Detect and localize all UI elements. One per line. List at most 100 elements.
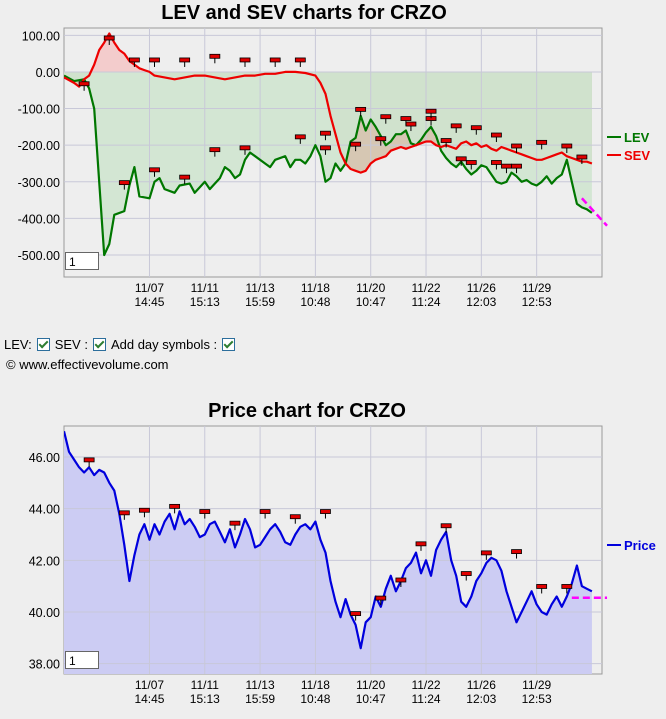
lev-sev-x-tick-date: 11/13 [246, 281, 275, 295]
price-x-tick-date: 11/18 [301, 678, 330, 692]
price-y-tick-label: 42.00 [29, 554, 60, 568]
series-toggle-row: LEV: SEV : Add day symbols : [4, 337, 237, 352]
lev-sev-x-tick-date: 11/22 [411, 281, 440, 295]
price-x-tick-time: 15:13 [190, 692, 220, 706]
lev-sev-y-tick-label: -500.00 [18, 249, 60, 263]
lev-sev-x-tick-time: 11:24 [411, 295, 440, 309]
sev-day-marker [511, 143, 522, 149]
price-legend-label: Price [624, 538, 656, 553]
lev-sev-y-tick-label: -200.00 [18, 139, 60, 153]
bottom-chart-page-input[interactable]: 1 [65, 651, 99, 669]
sev-day-marker [320, 130, 331, 136]
sev-day-marker [239, 57, 251, 63]
lev-sev-x-tick-time: 10:48 [300, 295, 330, 309]
lev-sev-x-tick-time: 14:45 [134, 295, 164, 309]
price-day-marker [320, 509, 331, 514]
lev-sev-y-tick-label: -400.00 [18, 212, 60, 226]
lev-sev-x-tick-time: 15:59 [245, 295, 275, 309]
sev-day-marker [450, 123, 462, 129]
lev-sev-x-tick-time: 12:03 [466, 295, 496, 309]
lev-checkbox[interactable] [36, 338, 50, 351]
day-symbols-label: Add day symbols : [110, 337, 218, 352]
lev-day-marker [455, 156, 467, 162]
price-day-marker [118, 510, 130, 516]
lev-sev-plot-group [64, 28, 602, 277]
price-day-marker [199, 509, 211, 514]
lev-legend-label: LEV [624, 130, 650, 145]
sev-legend-label: SEV [624, 148, 650, 163]
price-day-marker [169, 503, 181, 509]
lev-day-marker [405, 121, 417, 127]
day-symbols-checkbox[interactable] [222, 338, 236, 351]
price-chart-title: Price chart for CRZO [208, 400, 406, 422]
lev-day-marker [294, 134, 306, 140]
sev-day-marker [536, 139, 548, 145]
lev-line [64, 74, 593, 257]
price-day-marker [460, 571, 472, 576]
sev-toggle-label: SEV : [54, 337, 88, 352]
lev-sev-y-tick-label: -100.00 [18, 103, 60, 117]
lev-day-marker [320, 145, 331, 151]
price-x-tick-time: 12:03 [466, 692, 496, 706]
price-day-marker [83, 457, 95, 463]
price-x-tick-date: 11/11 [191, 678, 220, 692]
price-line [64, 430, 593, 650]
price-day-marker [350, 611, 362, 616]
price-x-tick-date: 11/22 [411, 678, 440, 692]
lev-day-marker [491, 160, 502, 165]
lev-day-marker [118, 180, 130, 186]
price-x-tick-time: 14:45 [134, 692, 164, 706]
price-x-tick-date: 11/07 [135, 678, 164, 692]
lev-day-marker [440, 138, 452, 143]
sev-day-marker [128, 57, 140, 63]
price-day-marker [511, 549, 522, 554]
lev-sev-x-tick-date: 11/29 [522, 281, 551, 295]
price-y-tick-label: 38.00 [29, 658, 60, 672]
sev-day-marker [179, 57, 191, 63]
price-x-tick-date: 11/26 [467, 678, 496, 692]
price-day-marker [440, 523, 452, 529]
price-day-marker [375, 595, 387, 601]
sev-day-marker [491, 132, 502, 138]
price-x-tick-time: 11:24 [411, 692, 440, 706]
sev-day-marker [294, 57, 306, 63]
sev-day-marker [149, 57, 160, 63]
lev-sev-y-tick-label: -300.00 [18, 176, 60, 190]
lev-sev-x-tick-date: 11/26 [467, 281, 496, 295]
sev-day-marker [400, 116, 412, 121]
sev-day-marker [425, 108, 437, 114]
price-area-fill [64, 431, 592, 674]
site-credit: © www.effectivevolume.com [6, 357, 169, 372]
lev-sev-y-tick-label: 100.00 [22, 29, 60, 43]
top-chart-page-input[interactable]: 1 [65, 252, 99, 270]
lev-sev-x-tick-date: 11/20 [356, 281, 385, 295]
price-plot-group [64, 426, 602, 674]
price-day-marker [536, 584, 548, 589]
sev-day-marker [103, 35, 115, 41]
price-y-tick-label: 46.00 [29, 451, 60, 465]
price-day-marker [229, 520, 241, 526]
price-x-tick-time: 15:59 [245, 692, 275, 706]
lev-sev-forecast-line [580, 197, 608, 227]
lev-sev-chart-title: LEV and SEV charts for CRZO [161, 2, 447, 24]
sev-day-marker [78, 81, 90, 87]
sev-day-marker [209, 53, 221, 59]
lev-area-fill [64, 71, 592, 255]
lev-sev-x-tick-time: 10:47 [356, 295, 386, 309]
price-x-tick-date: 11/20 [356, 678, 385, 692]
sev-day-marker [269, 57, 281, 63]
price-day-marker [139, 507, 150, 513]
price-y-tick-label: 44.00 [29, 503, 60, 517]
lev-day-marker [355, 106, 367, 112]
sev-checkbox[interactable] [92, 338, 106, 351]
lev-sev-x-tick-time: 15:13 [190, 295, 220, 309]
price-y-tick-label: 40.00 [29, 606, 60, 620]
lev-sev-x-tick-date: 11/11 [191, 281, 220, 295]
lev-sev-x-tick-time: 12:53 [522, 295, 552, 309]
sev-day-marker [470, 125, 482, 131]
price-x-tick-date: 11/29 [522, 678, 551, 692]
lev-day-marker [501, 163, 512, 169]
sev-day-marker [576, 154, 588, 160]
